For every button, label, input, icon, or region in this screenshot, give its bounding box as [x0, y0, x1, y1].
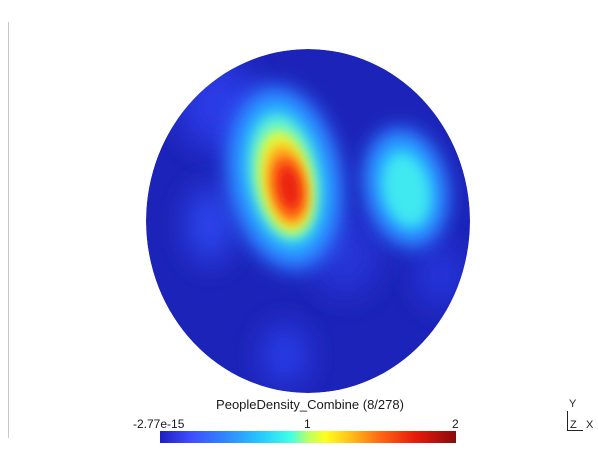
- axis-z-label: Z: [570, 419, 577, 431]
- axis-x-label: X: [586, 419, 593, 431]
- colorbar-max-label: 2: [452, 417, 459, 431]
- axes-triad: Y Z X: [566, 397, 596, 433]
- axis-y-line: [567, 411, 568, 430]
- colorbar-gradient: [160, 431, 456, 443]
- axis-y-label: Y: [569, 398, 576, 410]
- colorbar-min-label: -2.77e-15: [133, 417, 184, 431]
- colorbar-mid-label: 1: [304, 417, 311, 431]
- faint-bump-left: [188, 187, 232, 263]
- colorbar-title: PeopleDensity_Combine (8/278): [150, 397, 470, 412]
- density-field: [146, 49, 470, 393]
- faint-bump-right-low: [418, 245, 462, 305]
- faint-bump-bottom: [263, 325, 307, 385]
